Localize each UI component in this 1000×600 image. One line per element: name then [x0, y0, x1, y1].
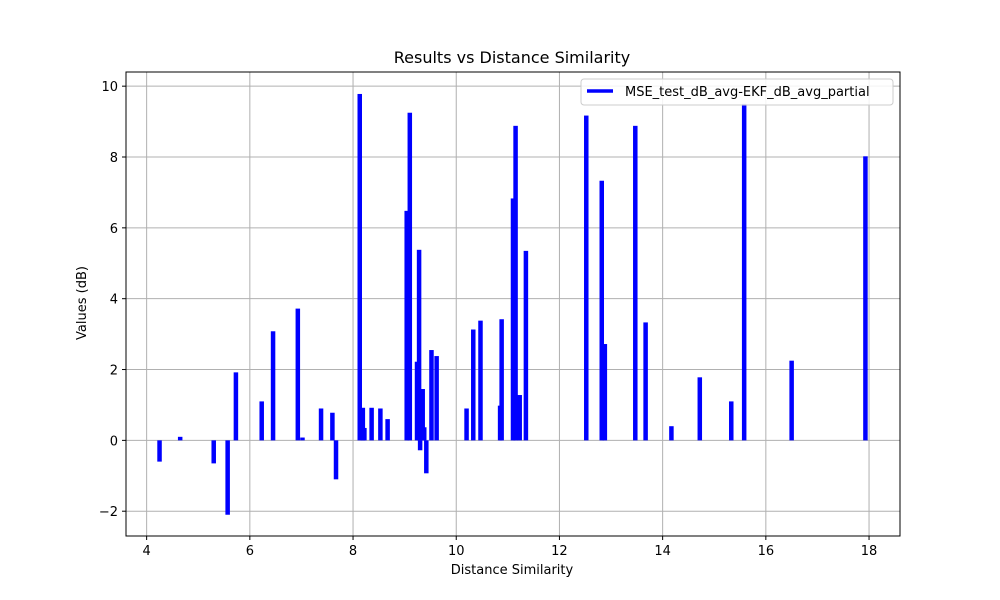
bars [157, 93, 868, 515]
bar [233, 372, 239, 441]
bar [643, 322, 648, 441]
bar [464, 408, 469, 441]
y-tick-label: 4 [110, 293, 118, 308]
bar [599, 180, 605, 441]
bar [404, 210, 409, 441]
bar [471, 329, 476, 441]
bar [434, 356, 439, 441]
bar [478, 320, 483, 441]
y-tick-label: 6 [110, 222, 118, 237]
bar [789, 360, 794, 441]
x-tick-label: 6 [246, 544, 254, 559]
bar [513, 125, 518, 441]
y-tick-label: 8 [110, 151, 118, 166]
bar [177, 436, 183, 441]
bar [510, 198, 516, 441]
bar [385, 419, 390, 441]
bar [420, 389, 425, 441]
legend: MSE_test_dB_avg-EKF_dB_avg_partial [580, 78, 894, 106]
bar [378, 408, 383, 441]
x-tick-label: 8 [349, 544, 357, 559]
bar [407, 112, 413, 441]
y-tick-label: −2 [99, 505, 118, 520]
bar [416, 249, 422, 441]
plot-frame [125, 71, 901, 537]
bar [360, 407, 366, 441]
x-tick-label: 18 [861, 544, 878, 559]
bar [741, 103, 747, 441]
bar [295, 308, 301, 441]
x-axis-label: Distance Similarity [451, 563, 574, 578]
bar [584, 115, 589, 441]
bar [697, 377, 703, 441]
y-tick-label: 0 [110, 434, 118, 449]
legend-box [580, 78, 894, 106]
bar [863, 156, 868, 441]
bar [259, 401, 264, 441]
ticks: 4 6 8 10 12 14 16 18 −2 0 2 4 6 8 10 [99, 80, 877, 559]
x-tick-label: 12 [551, 544, 568, 559]
y-tick-label: 2 [110, 364, 118, 379]
bar [602, 344, 608, 441]
bar [523, 250, 529, 441]
bar [330, 412, 335, 441]
chart-title: Results vs Distance Similarity [394, 48, 630, 67]
bar [424, 440, 429, 474]
bar [318, 408, 324, 441]
x-tick-label: 16 [758, 544, 775, 559]
bar [270, 331, 276, 441]
bar [300, 437, 305, 441]
bar [333, 440, 339, 480]
bar [669, 426, 674, 441]
bar [211, 440, 216, 464]
bar [429, 350, 434, 441]
bar [357, 93, 362, 441]
bar [157, 440, 162, 462]
bar [369, 407, 374, 441]
bar [499, 319, 504, 441]
y-axis-label: Values (dB) [75, 266, 90, 340]
bar [362, 427, 367, 441]
bar [421, 427, 427, 441]
bar [417, 440, 423, 451]
bar [225, 440, 230, 515]
legend-label: MSE_test_dB_avg-EKF_dB_avg_partial [625, 85, 870, 100]
bar [633, 125, 638, 441]
y-tick-label: 10 [101, 80, 118, 95]
x-tick-label: 4 [142, 544, 150, 559]
bar [517, 395, 522, 441]
x-tick-label: 14 [654, 544, 671, 559]
bar [729, 401, 734, 441]
x-tick-label: 10 [448, 544, 465, 559]
